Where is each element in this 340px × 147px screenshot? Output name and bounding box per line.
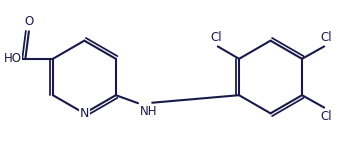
Text: Cl: Cl bbox=[320, 31, 332, 44]
Text: N: N bbox=[80, 107, 89, 120]
Text: Cl: Cl bbox=[320, 110, 332, 123]
Text: HO: HO bbox=[4, 52, 22, 65]
Text: NH: NH bbox=[140, 105, 158, 118]
Text: Cl: Cl bbox=[210, 31, 222, 44]
Text: O: O bbox=[24, 15, 34, 28]
